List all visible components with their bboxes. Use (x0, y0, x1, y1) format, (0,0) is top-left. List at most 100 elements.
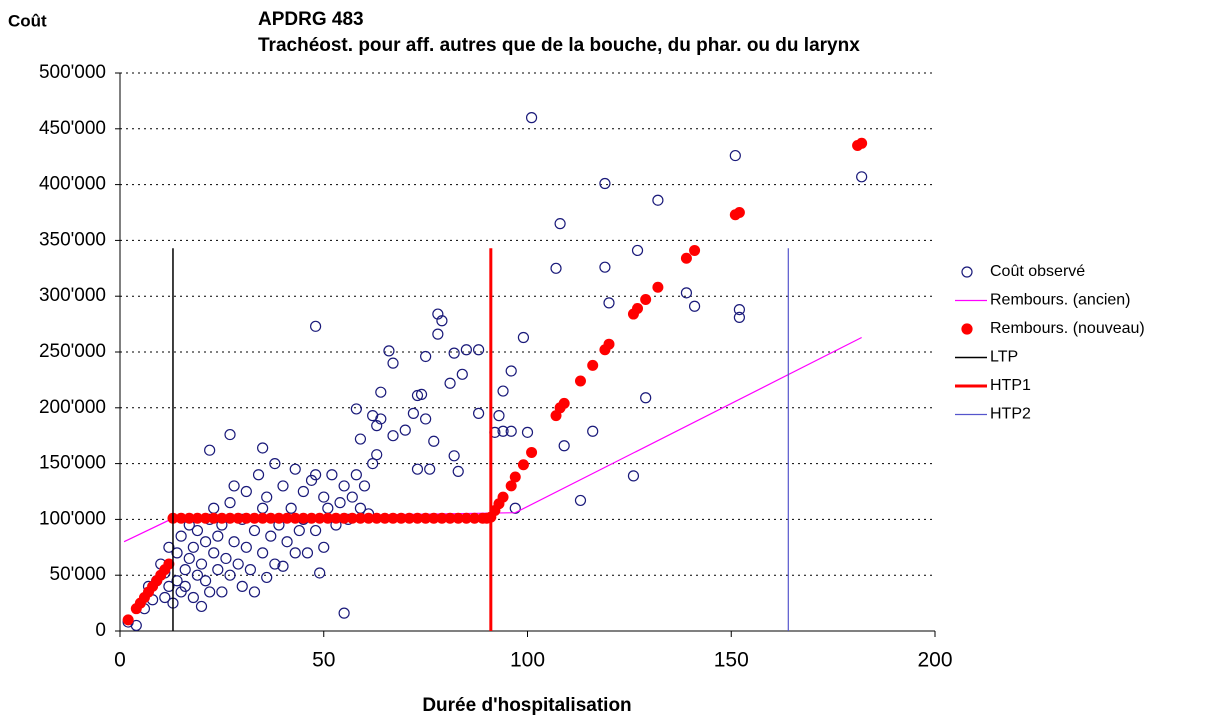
point (371, 512, 383, 524)
point (191, 512, 203, 524)
point (444, 512, 456, 524)
point (179, 580, 191, 592)
point (436, 315, 448, 327)
point (631, 244, 644, 257)
point (183, 552, 195, 565)
point (367, 458, 379, 470)
point (334, 497, 346, 509)
point (212, 564, 224, 576)
point (733, 311, 746, 324)
point (179, 564, 191, 576)
y-tick-label: 300'000 (39, 285, 106, 306)
point (733, 303, 746, 316)
point (407, 407, 419, 419)
point (195, 600, 208, 613)
y-tick-label: 50'000 (50, 564, 106, 585)
point (436, 512, 448, 524)
point (212, 530, 224, 542)
point (505, 480, 517, 492)
point (574, 375, 586, 387)
y-tick-label: 150'000 (39, 453, 106, 474)
point (505, 425, 517, 437)
point (354, 433, 367, 445)
point (322, 502, 334, 514)
point (224, 497, 236, 509)
x-tick-label: 150 (714, 649, 749, 672)
point (216, 512, 228, 524)
point (395, 512, 407, 524)
point (627, 470, 640, 482)
point (224, 569, 236, 581)
point (375, 386, 387, 398)
point (281, 536, 293, 548)
point (248, 586, 261, 598)
point (354, 512, 366, 524)
point (680, 252, 692, 264)
point (558, 440, 570, 452)
point (603, 297, 615, 309)
point (689, 244, 701, 256)
point (224, 428, 236, 441)
point (640, 392, 652, 404)
point (199, 575, 212, 587)
point (261, 491, 273, 503)
point (452, 512, 464, 524)
point (599, 261, 611, 273)
point (208, 502, 220, 514)
point (232, 558, 244, 570)
point (273, 512, 285, 524)
point (525, 112, 538, 124)
point (163, 558, 175, 570)
point (314, 567, 326, 579)
point (244, 564, 256, 576)
point (236, 580, 248, 592)
point (379, 512, 391, 524)
point (599, 177, 611, 190)
legend-label: LTP (990, 349, 1018, 366)
point (240, 512, 252, 524)
point (175, 530, 187, 542)
point (448, 347, 460, 359)
point (285, 502, 297, 514)
point (175, 586, 187, 598)
point (306, 512, 318, 524)
point (232, 512, 244, 524)
point (322, 512, 334, 524)
point (521, 426, 534, 438)
point (411, 463, 424, 475)
y-tick-label: 100'000 (39, 508, 106, 529)
point (729, 149, 741, 162)
point (338, 607, 350, 619)
point (497, 425, 509, 437)
point (269, 458, 281, 470)
point (191, 569, 204, 581)
point (640, 294, 652, 306)
point (856, 171, 868, 183)
legend-label: Rembours. (ancien) (990, 292, 1131, 309)
point (261, 571, 273, 584)
point (375, 413, 387, 425)
point (257, 502, 269, 514)
point (305, 474, 318, 486)
point (652, 281, 664, 293)
point (314, 512, 326, 524)
point (293, 524, 305, 537)
point (310, 469, 322, 481)
point (469, 512, 481, 524)
point (318, 491, 330, 503)
point (191, 524, 204, 537)
point (281, 512, 293, 524)
point (420, 512, 432, 524)
point (632, 302, 644, 314)
point (383, 345, 395, 357)
point (587, 425, 599, 437)
legend-label: HTP2 (990, 406, 1031, 423)
point (399, 424, 411, 436)
point (216, 586, 228, 598)
point (415, 388, 428, 401)
legend-label: Coût observé (990, 263, 1085, 280)
point (240, 485, 252, 498)
point (387, 512, 399, 524)
point (338, 512, 350, 524)
